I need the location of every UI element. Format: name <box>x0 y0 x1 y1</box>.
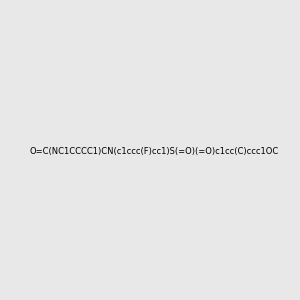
Text: O=C(NC1CCCC1)CN(c1ccc(F)cc1)S(=O)(=O)c1cc(C)ccc1OC: O=C(NC1CCCC1)CN(c1ccc(F)cc1)S(=O)(=O)c1c… <box>29 147 278 156</box>
